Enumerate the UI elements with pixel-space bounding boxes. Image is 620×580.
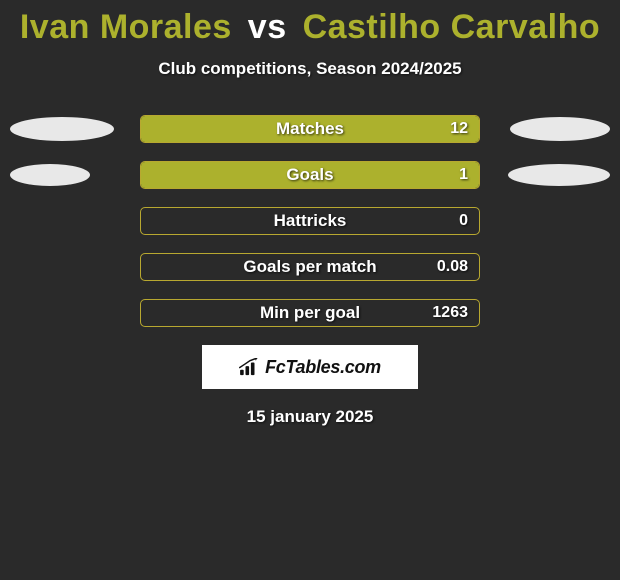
player2-value: 1 bbox=[459, 166, 468, 184]
stat-label: Goals bbox=[286, 165, 333, 185]
stat-row: Goals 1 bbox=[0, 157, 620, 193]
comparison-card: Ivan Morales vs Castilho Carvalho Club c… bbox=[0, 0, 620, 580]
page-title: Ivan Morales vs Castilho Carvalho bbox=[0, 0, 620, 47]
vs-separator: vs bbox=[248, 8, 287, 46]
stat-label: Goals per match bbox=[243, 257, 376, 277]
player2-value: 12 bbox=[450, 120, 468, 138]
player2-icon bbox=[510, 117, 610, 141]
player1-icon bbox=[10, 164, 90, 186]
player2-value: 0 bbox=[459, 212, 468, 230]
stat-row: Goals per match 0.08 bbox=[0, 249, 620, 285]
player2-value: 0.08 bbox=[437, 258, 468, 276]
stat-row: Min per goal 1263 bbox=[0, 295, 620, 331]
stat-row: Matches 12 bbox=[0, 111, 620, 147]
brand-chart-icon bbox=[239, 358, 261, 376]
brand-text: FcTables.com bbox=[265, 357, 381, 378]
subtitle: Club competitions, Season 2024/2025 bbox=[0, 59, 620, 79]
player2-icon bbox=[508, 164, 610, 186]
snapshot-date: 15 january 2025 bbox=[0, 407, 620, 427]
player1-name: Ivan Morales bbox=[20, 8, 232, 46]
stat-label: Hattricks bbox=[274, 211, 347, 231]
brand-badge: FcTables.com bbox=[202, 345, 418, 389]
player2-name: Castilho Carvalho bbox=[303, 8, 601, 46]
stat-label: Min per goal bbox=[260, 303, 360, 323]
player2-value: 1263 bbox=[432, 304, 468, 322]
stats-list: Matches 12 Goals 1 Hattricks 0 Goals per match… bbox=[0, 111, 620, 331]
player1-icon bbox=[10, 117, 114, 141]
stat-label: Matches bbox=[276, 119, 344, 139]
stat-row: Hattricks 0 bbox=[0, 203, 620, 239]
